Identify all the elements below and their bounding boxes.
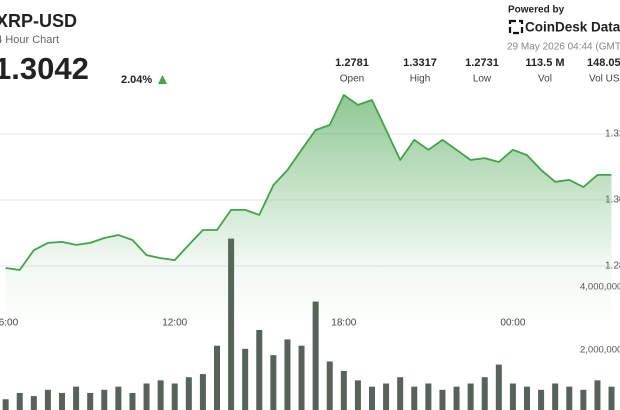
volume-bar	[87, 392, 94, 410]
y-tick-label: 1.32	[605, 129, 620, 140]
volume-bar	[242, 348, 249, 410]
volume-bar	[383, 383, 390, 410]
volume-bar	[594, 380, 601, 410]
volume-bar	[481, 377, 488, 410]
volume-bar	[284, 339, 291, 410]
volume-bar	[157, 380, 164, 410]
volume-bar	[115, 386, 122, 410]
volume-bar	[495, 364, 502, 410]
price-area	[5, 95, 612, 330]
volume-bar	[580, 389, 587, 410]
volume-bar	[256, 329, 263, 410]
stat-value: 1.2731	[465, 57, 499, 69]
volume-bar	[312, 301, 319, 410]
volume-bar	[298, 345, 305, 410]
volume-bar	[453, 386, 460, 410]
volume-bar	[73, 386, 80, 410]
brand-icon	[508, 19, 524, 35]
volume-bar	[467, 383, 474, 410]
volume-bar	[566, 386, 573, 410]
volume-bar	[30, 396, 37, 410]
plot: 1.281.301.322,000,0004,000,00006:0012:00…	[0, 94, 620, 410]
volume-bar	[369, 386, 375, 410]
stat-value: 148.05 M	[587, 57, 620, 69]
volume-bar	[538, 389, 545, 410]
stat-label: Vol	[538, 74, 552, 85]
volume-bar	[439, 389, 446, 410]
symbol: XRP-USD	[0, 11, 77, 31]
powered-by: Powered by	[508, 5, 565, 16]
y-tick-label: 1.30	[605, 195, 620, 206]
volume-bar	[199, 374, 206, 410]
volume-bar	[354, 380, 361, 410]
timestamp: 29 May 2026 04:44 (GMT	[507, 42, 620, 53]
volume-bar	[425, 383, 432, 410]
volume-bar	[185, 377, 192, 410]
volume-bar	[326, 361, 333, 410]
volume-bar	[214, 345, 220, 410]
stat-label: Vol USD	[589, 74, 620, 85]
volume-bar	[143, 383, 150, 410]
volume-bar	[2, 399, 9, 410]
stat-label: Low	[473, 74, 492, 85]
volume-bar	[270, 355, 277, 410]
stats: 1.2781 Open 1.3317 High 1.2731 Low 113.5 M Vol 1…	[335, 57, 620, 85]
y2-tick-label: 2,000,000	[580, 345, 620, 356]
stat-value: 1.3317	[403, 57, 437, 69]
volume-bar	[59, 392, 65, 410]
stat-label: High	[410, 74, 431, 85]
volume-bar	[16, 392, 23, 410]
stat-value: 113.5 M	[525, 57, 564, 69]
stat-value: 1.2781	[335, 57, 369, 69]
volume-bar	[411, 386, 418, 410]
volume-bar	[397, 377, 404, 410]
price: 1.3042	[0, 51, 89, 86]
up-arrow	[158, 75, 167, 84]
volume-bar	[44, 389, 51, 410]
volume-bar	[101, 389, 108, 410]
brand: CoinDesk Data	[525, 20, 620, 35]
volume-bar	[509, 383, 516, 410]
volume-bar	[129, 392, 136, 410]
volume-bar	[340, 370, 347, 410]
volume-bar	[552, 383, 559, 410]
volume-bar	[171, 383, 178, 410]
change: 2.04%	[121, 74, 152, 86]
volume-bar	[608, 386, 615, 410]
subtitle: 24 Hour Chart	[0, 34, 59, 46]
price-line	[5, 94, 612, 271]
stat-label: Open	[340, 74, 364, 85]
volume-bar	[524, 386, 530, 410]
y-tick-label: 1.28	[605, 261, 620, 272]
